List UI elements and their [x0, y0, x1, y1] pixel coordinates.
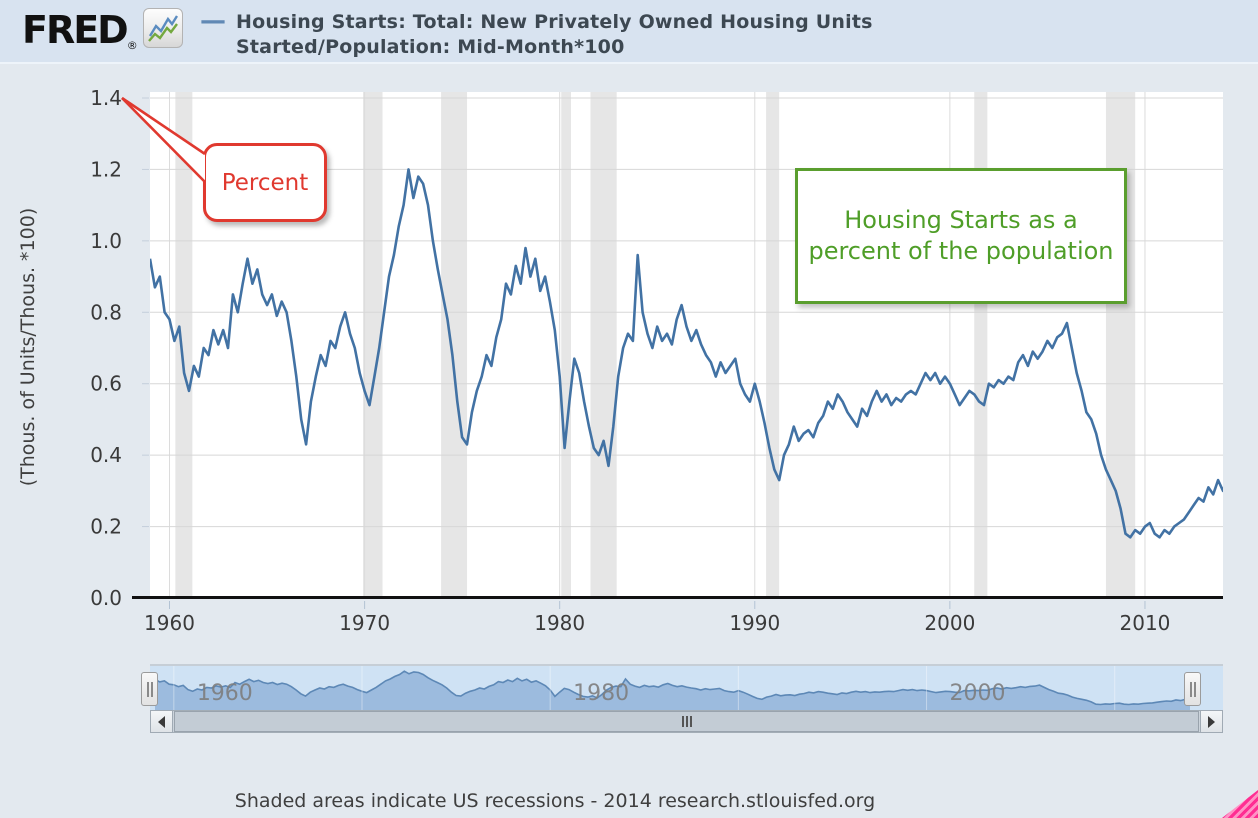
recession-band	[590, 92, 617, 598]
arrow-left-icon	[158, 715, 165, 728]
arrow-right-icon	[1208, 715, 1215, 728]
y-tick-label: 0.0	[90, 586, 122, 610]
y-tick-label: 1.0	[90, 229, 122, 253]
scrollbar-thumb[interactable]	[174, 711, 1199, 732]
recession-band	[441, 92, 468, 598]
navigator-tick-label: 2000	[950, 681, 1006, 706]
navigator-left-handle[interactable]	[141, 672, 158, 706]
x-tick-label: 1980	[534, 611, 585, 635]
scrollbar-right-button[interactable]	[1200, 710, 1223, 733]
recession-band	[766, 92, 780, 598]
series-title-line1: Housing Starts: Total: New Privately Own…	[236, 11, 873, 33]
percent-callout: Percent	[203, 143, 327, 222]
scrollbar-grip-icon	[685, 716, 688, 727]
navigator-line	[155, 670, 1190, 706]
sparkline-blue	[148, 15, 179, 37]
sparkline-green	[148, 23, 178, 42]
scrollbar-left-button[interactable]	[150, 710, 173, 733]
housing-starts-note-line2: percent of the population	[808, 237, 1114, 265]
y-tick-label: 0.8	[90, 300, 122, 324]
series-legend: — Housing Starts: Total: New Privately O…	[200, 6, 873, 60]
x-tick-label: 1960	[144, 611, 195, 635]
x-tick-label: 1990	[729, 611, 780, 635]
recession-band	[363, 92, 383, 598]
x-tick-label: 1970	[339, 611, 390, 635]
navigator-tick-label: 1960	[197, 681, 253, 706]
y-axis-title: (Thous. of Units/Thous. *100)	[17, 207, 39, 487]
y-tick-label: 0.4	[90, 443, 122, 467]
recession-band	[561, 92, 572, 598]
y-tick-label: 0.2	[90, 515, 122, 539]
navigator-area-fill	[155, 671, 1190, 710]
y-tick-label: 1.2	[90, 157, 122, 181]
x-tick-label: 2010	[1120, 611, 1171, 635]
handle-grip-icon	[146, 681, 149, 697]
navigator-right-handle[interactable]	[1184, 672, 1201, 706]
y-tick-label: 1.4	[90, 86, 122, 110]
fred-logo-text: FRED	[22, 8, 129, 52]
handle-grip-icon	[1189, 681, 1192, 697]
housing-starts-series-line	[150, 168, 1223, 539]
legend-line-swatch: —	[200, 6, 226, 36]
fred-logo: FRED®	[22, 8, 138, 52]
x-tick-label: 2000	[924, 611, 975, 635]
series-title: Housing Starts: Total: New Privately Own…	[236, 10, 873, 60]
recession-footnote: Shaded areas indicate US recessions - 20…	[234, 790, 876, 812]
y-tick-label: 0.6	[90, 372, 122, 396]
series-title-line2: Started/Population: Mid-Month*100	[236, 36, 625, 59]
fred-sparkline-icon	[143, 8, 183, 48]
recession-band	[175, 92, 193, 598]
percent-callout-label: Percent	[221, 169, 309, 196]
percent-callout-arrow	[121, 96, 206, 183]
housing-starts-note: Housing Starts as a percent of the popul…	[795, 168, 1127, 304]
housing-starts-note-line1: Housing Starts as a	[844, 205, 1078, 234]
chart-header: FRED® — Housing Starts: Total: New Priva…	[0, 0, 1258, 64]
fred-logo-registered-mark: ®	[126, 39, 138, 52]
navigator-tick-label: 1980	[573, 681, 629, 706]
